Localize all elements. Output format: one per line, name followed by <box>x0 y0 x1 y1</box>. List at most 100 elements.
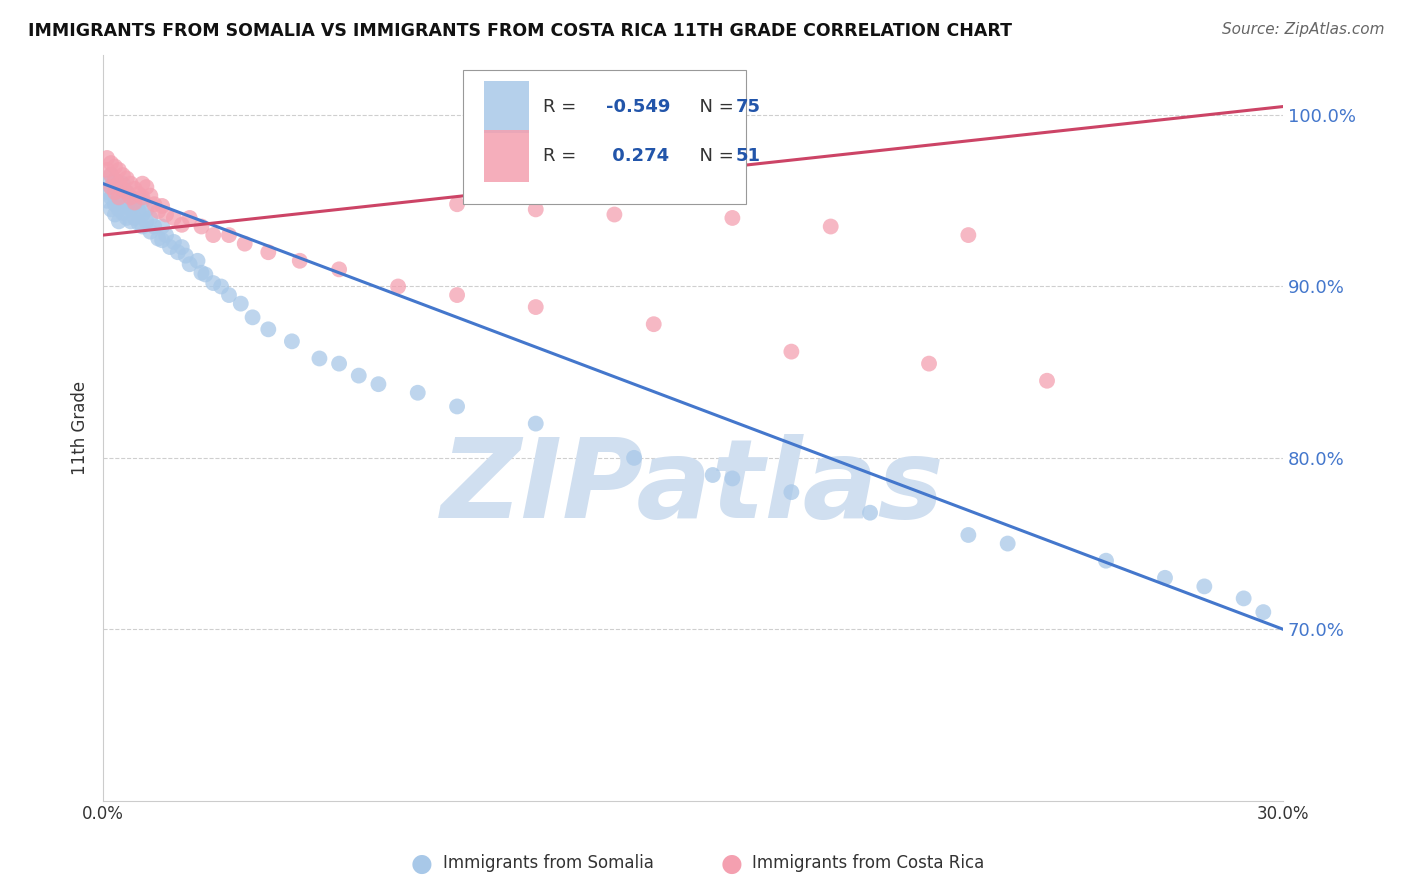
Point <box>104 173 127 187</box>
Point <box>446 197 468 211</box>
Point <box>100 168 122 182</box>
Point <box>128 186 150 201</box>
Point <box>347 368 370 383</box>
Point <box>446 288 468 302</box>
Text: N =: N = <box>689 98 740 116</box>
Point <box>139 211 162 225</box>
Point <box>406 385 429 400</box>
Point <box>143 219 166 234</box>
Point <box>100 180 122 194</box>
Point <box>308 351 330 366</box>
Point <box>131 177 153 191</box>
Point <box>111 177 134 191</box>
Point <box>1154 571 1177 585</box>
Point <box>186 253 208 268</box>
FancyBboxPatch shape <box>463 70 747 204</box>
Point <box>100 156 122 170</box>
Point <box>190 219 212 234</box>
Point <box>257 322 280 336</box>
Point <box>120 214 142 228</box>
Point <box>104 160 127 174</box>
Point <box>163 235 186 249</box>
Point <box>780 485 803 500</box>
Point <box>179 257 201 271</box>
Text: IMMIGRANTS FROM SOMALIA VS IMMIGRANTS FROM COSTA RICA 11TH GRADE CORRELATION CHA: IMMIGRANTS FROM SOMALIA VS IMMIGRANTS FR… <box>28 22 1012 40</box>
Text: Source: ZipAtlas.com: Source: ZipAtlas.com <box>1222 22 1385 37</box>
Point <box>96 194 118 208</box>
Point <box>524 202 547 217</box>
Point <box>1194 579 1216 593</box>
Point <box>104 207 127 221</box>
Point <box>174 249 197 263</box>
Point <box>1253 605 1275 619</box>
Point <box>135 180 157 194</box>
Y-axis label: 11th Grade: 11th Grade <box>72 381 89 475</box>
Point <box>131 194 153 208</box>
Point <box>124 211 146 225</box>
Point <box>96 186 118 200</box>
Point <box>111 194 134 208</box>
Point <box>124 182 146 196</box>
Point <box>124 197 146 211</box>
Point <box>233 236 256 251</box>
Point <box>163 211 186 225</box>
FancyBboxPatch shape <box>484 129 529 182</box>
Point <box>108 190 131 204</box>
Point <box>108 190 131 204</box>
Point <box>131 207 153 221</box>
Point <box>104 173 127 187</box>
Point <box>780 344 803 359</box>
Point <box>115 199 138 213</box>
Point <box>524 300 547 314</box>
FancyBboxPatch shape <box>484 81 529 134</box>
Point <box>108 177 131 191</box>
Point <box>150 199 173 213</box>
Point <box>100 180 122 194</box>
Point <box>1095 554 1118 568</box>
Point <box>603 207 626 221</box>
Point <box>108 180 131 194</box>
Point <box>150 233 173 247</box>
Point <box>229 296 252 310</box>
Text: ●: ● <box>720 852 742 875</box>
Point <box>643 317 665 331</box>
Point <box>202 276 225 290</box>
Text: 0.274: 0.274 <box>606 147 669 165</box>
Point <box>115 211 138 225</box>
Text: 75: 75 <box>735 98 761 116</box>
Point <box>702 468 724 483</box>
Point <box>367 377 389 392</box>
Point <box>721 211 744 225</box>
Point <box>104 186 127 200</box>
Point <box>957 228 980 243</box>
Point <box>218 228 240 243</box>
Point <box>120 190 142 204</box>
Point <box>194 268 217 282</box>
Point <box>190 266 212 280</box>
Point <box>111 168 134 182</box>
Text: R =: R = <box>543 147 582 165</box>
Point <box>111 206 134 220</box>
Point <box>170 240 193 254</box>
Point <box>257 245 280 260</box>
Point <box>170 218 193 232</box>
Point <box>104 197 127 211</box>
Text: Immigrants from Costa Rica: Immigrants from Costa Rica <box>752 855 984 872</box>
Point <box>120 202 142 217</box>
Point <box>155 228 177 243</box>
Point <box>957 528 980 542</box>
Point <box>108 214 131 228</box>
Point <box>143 197 166 211</box>
Point <box>131 190 153 204</box>
Point <box>139 188 162 202</box>
Point <box>446 400 468 414</box>
Point <box>100 168 122 182</box>
Point <box>120 177 142 191</box>
Point <box>1233 591 1256 606</box>
Point <box>108 163 131 178</box>
Point <box>96 177 118 191</box>
Point <box>115 186 138 200</box>
Point <box>150 219 173 234</box>
Text: R =: R = <box>543 98 582 116</box>
Text: Immigrants from Somalia: Immigrants from Somalia <box>443 855 654 872</box>
